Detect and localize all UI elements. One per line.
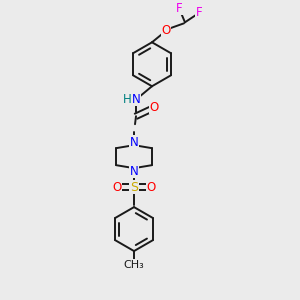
- Text: O: O: [112, 181, 122, 194]
- Text: F: F: [196, 6, 202, 19]
- Text: O: O: [146, 181, 156, 194]
- Text: N: N: [130, 136, 138, 149]
- Text: O: O: [149, 101, 159, 114]
- Text: O: O: [161, 24, 171, 37]
- Text: N: N: [130, 165, 138, 178]
- Text: F: F: [176, 2, 182, 15]
- Text: N: N: [132, 93, 140, 106]
- Text: CH₃: CH₃: [124, 260, 144, 270]
- Text: H: H: [123, 93, 131, 106]
- Text: S: S: [130, 181, 138, 194]
